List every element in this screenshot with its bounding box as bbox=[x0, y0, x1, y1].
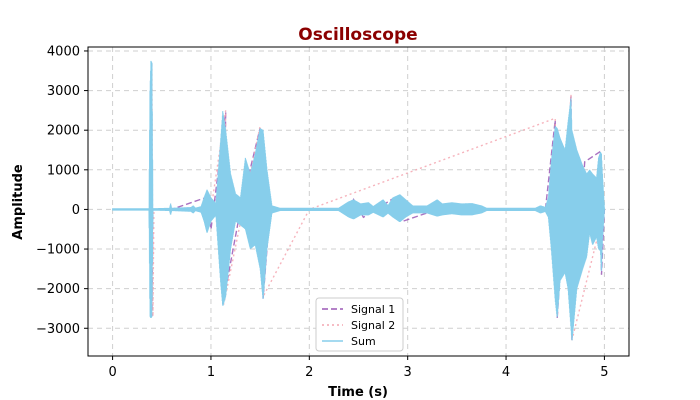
y-tick-label: −1000 bbox=[36, 243, 80, 258]
x-tick-label: 4 bbox=[502, 365, 510, 380]
x-tick-label: 3 bbox=[404, 365, 412, 380]
plot-frame bbox=[87, 46, 630, 357]
chart-title: Oscilloscope bbox=[298, 25, 417, 45]
y-axis-label: Amplitude bbox=[11, 164, 26, 240]
legend-label: Signal 1 bbox=[351, 303, 395, 316]
y-tick-label: 4000 bbox=[47, 44, 80, 59]
series-layer bbox=[112, 60, 606, 341]
x-tick-label: 5 bbox=[600, 365, 608, 380]
y-tick-label: −2000 bbox=[36, 282, 80, 297]
legend-label: Sum bbox=[351, 335, 376, 348]
x-axis-label: Time (s) bbox=[328, 385, 388, 400]
y-tick-label: −3000 bbox=[36, 322, 80, 337]
series-sum bbox=[112, 60, 605, 341]
y-tick-label: 1000 bbox=[47, 163, 80, 178]
y-tick-label: 0 bbox=[72, 203, 80, 218]
legend: Signal 1 Signal 2 Sum bbox=[315, 297, 404, 352]
x-tick-label: 0 bbox=[108, 365, 116, 380]
x-tick-label: 2 bbox=[305, 365, 313, 380]
ticks: 0 1 2 3 4 5 −3000 −2000 −1000 0 1000 2000 3000 4000 bbox=[36, 44, 609, 380]
y-tick-label: 3000 bbox=[47, 84, 80, 99]
y-tick-label: 2000 bbox=[47, 124, 80, 139]
x-tick-label: 1 bbox=[207, 365, 215, 380]
legend-label: Signal 2 bbox=[351, 319, 395, 332]
legend-box bbox=[315, 297, 404, 352]
